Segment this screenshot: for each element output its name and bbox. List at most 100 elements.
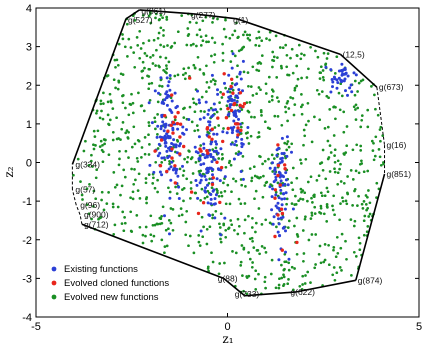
- point-existing: [285, 154, 289, 158]
- point-evolved-new: [195, 124, 199, 127]
- point-evolved-new: [275, 96, 279, 99]
- point-evolved-new: [130, 167, 133, 171]
- point-evolved-new: [244, 185, 247, 188]
- point-evolved-new: [117, 42, 121, 46]
- point-evolved-new: [314, 233, 318, 236]
- point-evolved-new: [173, 74, 177, 78]
- y-tick-label: 4: [26, 3, 32, 15]
- point-existing: [232, 119, 236, 123]
- point-evolved-new: [207, 131, 211, 135]
- point-evolved-new: [156, 133, 159, 136]
- point-evolved-new: [182, 186, 186, 190]
- point-evolved-new: [95, 111, 98, 115]
- point-evolved-new: [285, 101, 289, 105]
- point-evolved-new: [237, 35, 240, 39]
- point-existing: [233, 143, 237, 147]
- hull-vertex-label: g(334): [75, 159, 100, 169]
- point-evolved-new: [307, 238, 311, 242]
- point-evolved-new: [167, 227, 170, 231]
- point-existing: [237, 88, 241, 92]
- point-existing: [241, 89, 244, 93]
- point-evolved-new: [374, 107, 377, 111]
- point-evolved-new: [210, 251, 213, 255]
- point-evolved-new: [336, 182, 340, 186]
- point-evolved-new: [339, 202, 342, 205]
- point-evolved-new: [375, 181, 379, 185]
- point-existing: [277, 170, 281, 174]
- point-evolved-new: [290, 202, 294, 205]
- point-evolved-new: [218, 101, 221, 104]
- point-evolved-new: [272, 55, 276, 59]
- point-evolved-new: [247, 84, 250, 88]
- hull-vertex-label: g(673): [379, 82, 404, 92]
- point-existing: [223, 175, 227, 179]
- point-evolved-new: [222, 222, 226, 226]
- point-existing: [276, 201, 280, 205]
- point-evolved-new: [171, 228, 175, 232]
- point-evolved-new: [221, 59, 225, 62]
- hull-edge: [139, 9, 194, 15]
- point-evolved-new: [326, 139, 330, 143]
- point-evolved-new: [360, 118, 364, 122]
- point-existing: [234, 139, 238, 143]
- point-existing: [167, 167, 171, 171]
- point-existing: [240, 142, 244, 145]
- point-evolved-new: [263, 184, 267, 187]
- point-evolved-new: [159, 26, 163, 30]
- point-evolved-new: [344, 199, 348, 203]
- point-evolved-new: [153, 116, 157, 120]
- point-existing: [206, 201, 210, 205]
- point-evolved-new: [111, 202, 115, 206]
- point-evolved-new: [99, 139, 103, 143]
- point-evolved-new: [250, 226, 254, 229]
- point-evolved-new: [351, 204, 354, 207]
- point-existing: [211, 155, 215, 159]
- point-evolved-cloned: [278, 183, 282, 187]
- point-evolved-new: [94, 197, 98, 201]
- point-evolved-cloned: [170, 156, 174, 160]
- point-evolved-new: [133, 65, 137, 69]
- point-evolved-new: [310, 233, 314, 236]
- point-evolved-new: [277, 286, 281, 290]
- point-evolved-new: [271, 65, 274, 69]
- point-existing: [197, 98, 201, 102]
- point-evolved-new: [310, 211, 314, 215]
- hull-labels: g(861) g(277) g(1) (12,5) g(673) g(16) g(851) g…: [75, 6, 411, 299]
- y-tick-label: 0: [26, 158, 32, 170]
- point-evolved-new: [183, 157, 186, 161]
- point-existing: [284, 178, 288, 182]
- point-evolved-new: [287, 278, 290, 281]
- point-evolved-new: [282, 282, 286, 286]
- point-evolved-new: [219, 212, 223, 216]
- point-evolved-new: [208, 177, 212, 181]
- point-evolved-new: [304, 274, 307, 277]
- point-evolved-new: [299, 187, 303, 191]
- point-evolved-new: [255, 249, 259, 252]
- point-evolved-new: [182, 67, 186, 71]
- point-evolved-new: [287, 261, 291, 265]
- point-evolved-new: [242, 246, 246, 250]
- point-evolved-cloned: [276, 143, 280, 147]
- point-existing: [174, 143, 178, 147]
- point-evolved-new: [355, 143, 359, 147]
- point-evolved-new: [148, 12, 152, 16]
- point-evolved-new: [260, 223, 264, 226]
- point-existing: [341, 72, 344, 76]
- point-evolved-new: [353, 79, 357, 83]
- point-evolved-new: [224, 235, 228, 239]
- point-evolved-new: [189, 157, 193, 161]
- point-evolved-new: [102, 102, 105, 105]
- point-existing: [163, 125, 167, 129]
- point-evolved-new: [242, 70, 246, 74]
- point-existing: [148, 163, 152, 167]
- point-evolved-new: [370, 139, 374, 143]
- point-evolved-new: [144, 225, 148, 229]
- point-evolved-new: [157, 31, 161, 35]
- point-evolved-new: [153, 186, 157, 190]
- point-evolved-cloned: [201, 201, 206, 205]
- point-evolved-new: [309, 281, 312, 284]
- point-evolved-new: [214, 79, 217, 83]
- point-evolved-new: [374, 135, 378, 139]
- point-existing: [210, 140, 214, 144]
- point-evolved-new: [246, 109, 250, 113]
